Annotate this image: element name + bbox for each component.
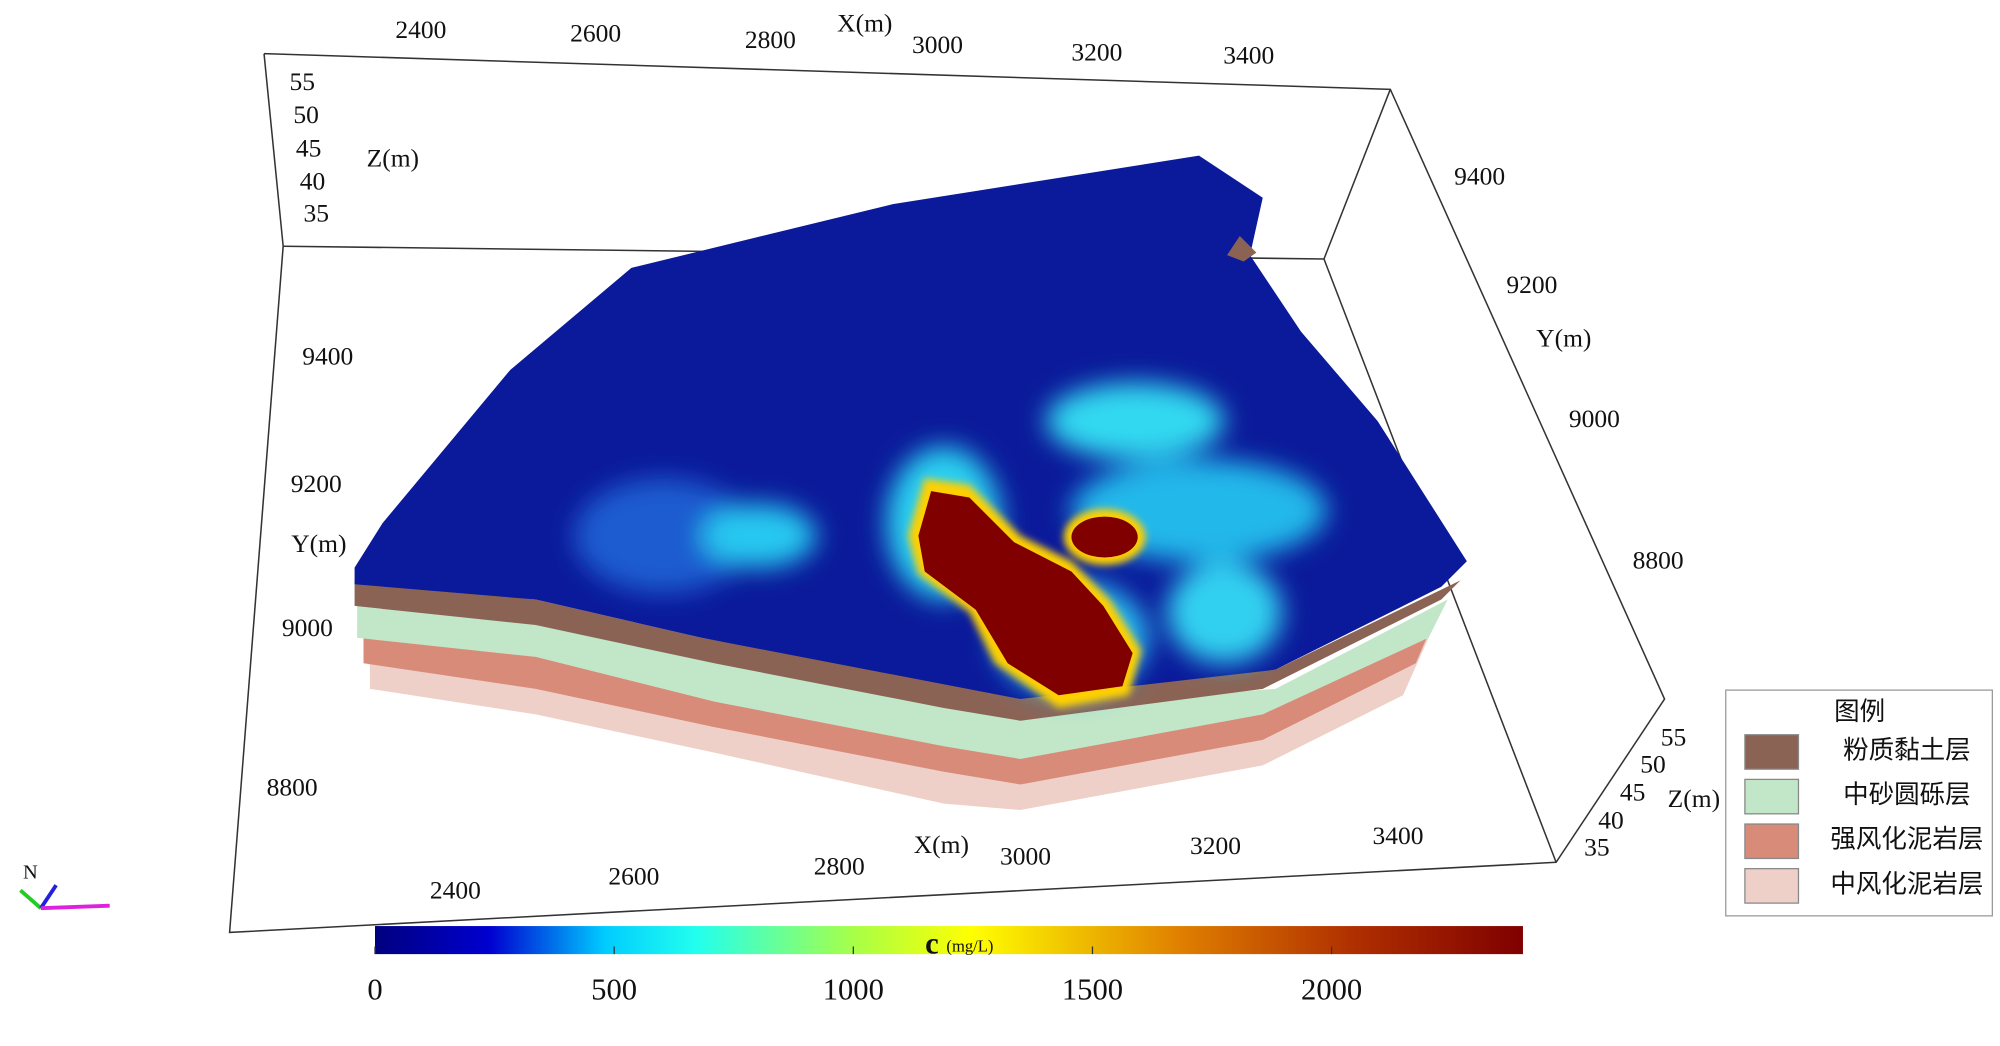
axis-label: Z(m) bbox=[367, 144, 419, 173]
tick-label: 9000 bbox=[282, 613, 333, 642]
tick-label: 3200 bbox=[1071, 38, 1122, 67]
axis-label: Y(m) bbox=[1536, 323, 1591, 352]
compass: N bbox=[19, 861, 110, 911]
legend-swatch bbox=[1744, 778, 1800, 815]
tick-label: 40 bbox=[1598, 806, 1624, 835]
tick-label: 9200 bbox=[291, 469, 342, 498]
tick-label: 8800 bbox=[1633, 545, 1684, 574]
colorbar-unit: (mg/L) bbox=[946, 937, 993, 956]
axis-label: X(m) bbox=[837, 8, 892, 37]
colorbar-tick-label: 2000 bbox=[1301, 972, 1362, 1006]
tick-label: 3000 bbox=[1000, 841, 1051, 870]
tick-label: 3400 bbox=[1223, 40, 1274, 69]
tick-label: 45 bbox=[296, 133, 322, 162]
tick-label: 3200 bbox=[1190, 831, 1241, 860]
plume bbox=[354, 155, 1467, 810]
colorbar-tick-label: 1000 bbox=[823, 972, 884, 1006]
tick-label: 2600 bbox=[608, 862, 659, 891]
tick-label: 50 bbox=[1640, 749, 1665, 778]
compass-label: N bbox=[23, 861, 38, 883]
tick-label: 55 bbox=[290, 67, 316, 96]
tick-label: 55 bbox=[1661, 723, 1687, 752]
tick-label: 3400 bbox=[1372, 821, 1423, 850]
axis-label: Y(m) bbox=[291, 529, 346, 558]
tick-label: 35 bbox=[1584, 832, 1610, 861]
tick-label: 9200 bbox=[1506, 270, 1557, 299]
tick-label: 3000 bbox=[912, 30, 963, 59]
axis-label: X(m) bbox=[914, 830, 969, 859]
tick-label: 2600 bbox=[570, 19, 621, 48]
colorbar-tick-label: 500 bbox=[591, 972, 637, 1006]
tick-label: 9000 bbox=[1569, 404, 1620, 433]
legend-label: 中砂圆砾层 bbox=[1843, 780, 1971, 809]
tick-label: 9400 bbox=[302, 341, 353, 370]
legend-label: 强风化泥岩层 bbox=[1830, 825, 1983, 854]
tick-label: 45 bbox=[1620, 778, 1646, 807]
legend-title: 图例 bbox=[1834, 697, 1885, 726]
colorbar-title: c bbox=[925, 927, 939, 961]
tick-label: 2800 bbox=[745, 25, 796, 54]
tick-label: 50 bbox=[293, 100, 319, 129]
legend-swatch bbox=[1744, 823, 1800, 860]
axes: X(m)2400 2600 2800 3000 3200 3400Z(m)55504540… bbox=[267, 8, 1720, 904]
legend-swatch bbox=[1744, 734, 1800, 770]
legend-swatch bbox=[1744, 868, 1800, 904]
tick-label: 2400 bbox=[395, 15, 446, 44]
tick-label: 2800 bbox=[814, 852, 865, 881]
tick-label: 8800 bbox=[267, 772, 318, 801]
tick-label: 40 bbox=[300, 167, 326, 196]
legend-label: 中风化泥岩层 bbox=[1830, 869, 1983, 898]
tick-label: 35 bbox=[304, 198, 330, 227]
tick-label: 9400 bbox=[1454, 161, 1505, 190]
colorbar-tick-label: 0 bbox=[367, 972, 382, 1006]
legend-label: 粉质黏土层 bbox=[1843, 735, 1971, 764]
tick-label: 2400 bbox=[430, 876, 481, 905]
colorbar-tick-label: 1500 bbox=[1062, 972, 1123, 1006]
axis-label: Z(m) bbox=[1668, 784, 1720, 813]
